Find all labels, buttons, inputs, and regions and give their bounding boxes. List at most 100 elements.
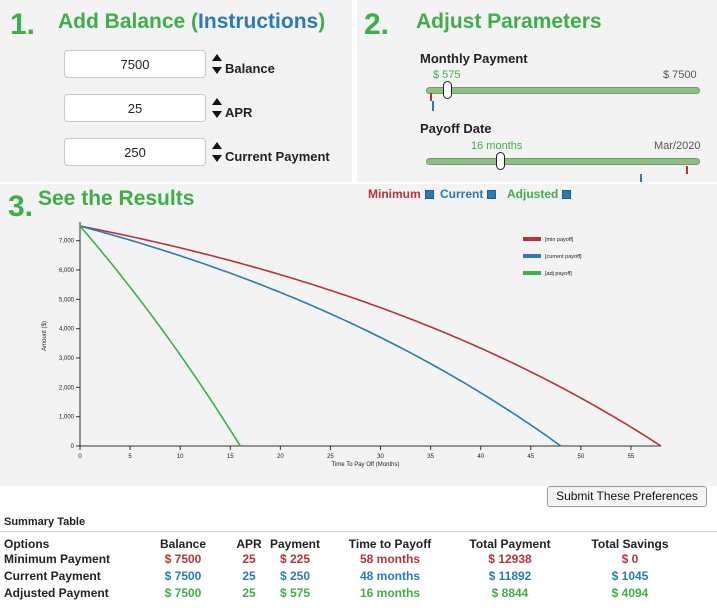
summary-divider — [0, 531, 717, 532]
legend-current[interactable]: Current — [440, 187, 497, 201]
instructions-link[interactable]: Instructions — [198, 10, 319, 33]
see-results-title: See the Results — [38, 187, 195, 210]
chart-legend-label: [min payoff] — [545, 237, 574, 243]
chart-legend-swatch — [523, 237, 541, 241]
summary-row-label: Adjusted Payment — [4, 586, 109, 600]
summary-cell-total: $ 12938 — [488, 552, 532, 566]
current-payment-label: Current Payment — [225, 149, 330, 164]
series-line-current-payoff — [79, 225, 562, 447]
chart-legend-label: [adj payoff] — [545, 271, 572, 277]
chart-legend-swatch — [523, 271, 541, 275]
legend-minimum-label: Minimum — [368, 187, 421, 201]
y-tick-label: 4,000 — [59, 327, 75, 333]
external-link-icon[interactable] — [424, 190, 434, 199]
summary-cell-apr: 25 — [242, 552, 256, 566]
summary-cell-time: 16 months — [359, 586, 421, 600]
external-link-icon[interactable] — [562, 190, 572, 199]
summary-cell-total: $ 8844 — [491, 586, 529, 600]
summary-header-time-to-payoff: Time to Payoff — [348, 537, 432, 551]
x-tick-label: 40 — [477, 454, 484, 460]
summary-cell-balance: $ 7500 — [164, 586, 202, 600]
x-tick-label: 45 — [527, 454, 534, 460]
y-tick-label: 2,000 — [59, 385, 75, 391]
legend-minimum[interactable]: Minimum — [368, 187, 434, 201]
monthly-payment-min-marker — [430, 93, 432, 101]
summary-cell-total: $ 11892 — [488, 569, 532, 583]
summary-header-payment: Payment — [269, 537, 321, 551]
summary-header-total-payment: Total Payment — [469, 537, 551, 551]
summary-table-title: Summary Table — [4, 516, 86, 528]
payoff-date-current-marker — [640, 174, 642, 182]
series-line-min-payoff — [79, 225, 662, 447]
summary-cell-time: 58 months — [359, 552, 421, 566]
add-balance-title: Add Balance (Instructions) — [58, 10, 325, 34]
monthly-payment-slider-handle[interactable] — [443, 81, 453, 99]
y-tick-label: 3,000 — [59, 356, 75, 362]
summary-header-options: Options — [4, 537, 50, 551]
summary-cell-payment: $ 250 — [279, 569, 311, 583]
payoff-date-max: Mar/2020 — [654, 140, 701, 152]
summary-cell-apr: 25 — [242, 586, 256, 600]
summary-cell-savings: $ 4094 — [611, 586, 649, 600]
current-payment-spinner-icon[interactable] — [211, 142, 223, 162]
monthly-payment-label: Monthly Payment — [420, 51, 528, 66]
summary-cell-payment: $ 225 — [279, 552, 311, 566]
y-axis-label: Amount ($) — [42, 321, 48, 351]
x-tick-label: 10 — [177, 454, 184, 460]
x-tick-label: 20 — [277, 454, 284, 460]
y-tick-label: 7,000 — [59, 239, 75, 245]
monthly-payment-current-marker — [432, 101, 434, 111]
summary-cell-savings: $ 0 — [621, 552, 639, 566]
y-tick-label: 0 — [71, 444, 75, 450]
x-tick-label: 0 — [78, 454, 82, 460]
x-tick-label: 35 — [427, 454, 434, 460]
y-tick-label: 1,000 — [59, 415, 75, 421]
x-tick-label: 15 — [227, 454, 234, 460]
current-payment-input[interactable] — [64, 138, 206, 166]
monthly-payment-current: $ 575 — [433, 69, 461, 81]
summary-cell-savings: $ 1045 — [611, 569, 649, 583]
balance-input[interactable] — [64, 50, 206, 78]
external-link-icon[interactable] — [487, 190, 497, 199]
apr-input[interactable] — [64, 94, 206, 122]
balance-spinner-icon[interactable] — [211, 54, 223, 74]
add-balance-title-text: Add Balance ( — [58, 10, 199, 33]
balance-label: Balance — [225, 61, 275, 76]
payoff-date-current: 16 months — [471, 140, 523, 152]
series-line-adj-payoff — [79, 225, 241, 447]
payoff-date-min-marker — [686, 166, 688, 174]
y-tick-label: 6,000 — [59, 268, 75, 274]
x-tick-label: 30 — [377, 454, 384, 460]
apr-label: APR — [225, 105, 253, 120]
payoff-chart: 0 5 10 15 20 25 30 35 40 45 50 55 0 1,000 2,000 3,000 4,… — [42, 222, 662, 468]
summary-header-balance: Balance — [159, 537, 207, 551]
x-tick-label: 25 — [327, 454, 334, 460]
monthly-payment-slider-track[interactable] — [426, 87, 700, 94]
legend-adjusted[interactable]: Adjusted — [507, 187, 572, 201]
summary-row-label: Current Payment — [4, 569, 101, 583]
y-tick-label: 5,000 — [59, 297, 75, 303]
x-axis-label: Time To Pay Off (Months) — [332, 462, 400, 468]
add-balance-title-close: ) — [318, 10, 326, 33]
monthly-payment-max: $ 7500 — [663, 69, 697, 81]
summary-header-apr: APR — [236, 537, 262, 551]
summary-cell-payment: $ 575 — [279, 586, 311, 600]
x-tick-label: 5 — [128, 454, 132, 460]
payoff-date-slider-track[interactable] — [426, 158, 700, 165]
summary-cell-balance: $ 7500 — [164, 569, 202, 583]
x-tick-label: 55 — [628, 454, 635, 460]
payoff-date-label: Payoff Date — [420, 121, 492, 136]
summary-cell-apr: 25 — [242, 569, 256, 583]
apr-spinner-icon[interactable] — [211, 98, 223, 118]
step-3-number: 3. — [8, 190, 34, 223]
legend-adjusted-label: Adjusted — [507, 187, 559, 201]
step-1-number: 1. — [10, 8, 36, 41]
summary-cell-balance: $ 7500 — [164, 552, 202, 566]
submit-preferences-button[interactable]: Submit These Preferences — [547, 486, 707, 507]
summary-cell-time: 48 months — [359, 569, 421, 583]
payoff-date-slider-handle[interactable] — [495, 152, 505, 170]
step-2-number: 2. — [364, 8, 390, 41]
adjust-parameters-title: Adjust Parameters — [416, 10, 602, 33]
summary-header-total-savings: Total Savings — [591, 537, 669, 551]
legend-current-label: Current — [440, 187, 484, 201]
